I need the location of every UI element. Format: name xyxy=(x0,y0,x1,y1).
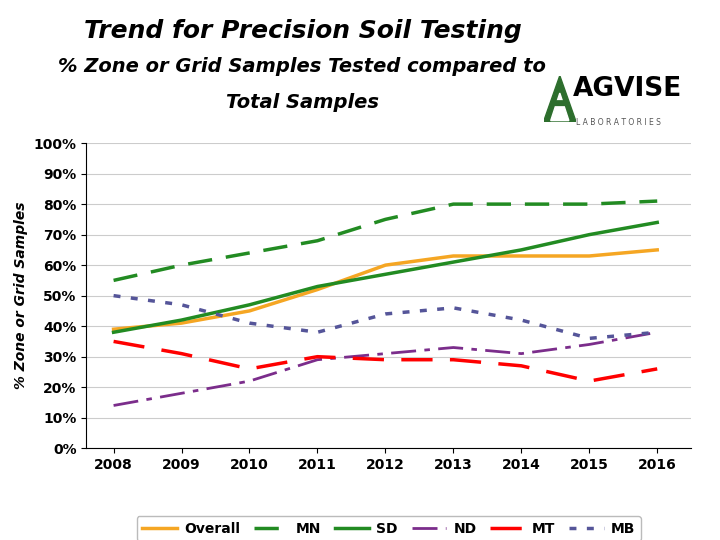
Polygon shape xyxy=(544,76,576,122)
Polygon shape xyxy=(551,93,569,120)
Y-axis label: % Zone or Grid Samples: % Zone or Grid Samples xyxy=(14,202,28,389)
Text: % Zone or Grid Samples Tested compared to: % Zone or Grid Samples Tested compared t… xyxy=(58,57,546,76)
Text: Total Samples: Total Samples xyxy=(226,93,379,112)
Legend: Overall, MN, SD, ND, MT, MB: Overall, MN, SD, ND, MT, MB xyxy=(137,516,641,540)
Text: Trend for Precision Soil Testing: Trend for Precision Soil Testing xyxy=(84,19,521,43)
Text: AGVISE: AGVISE xyxy=(572,76,682,102)
Text: L A B O R A T O R I E S: L A B O R A T O R I E S xyxy=(576,118,661,127)
Polygon shape xyxy=(553,101,567,105)
